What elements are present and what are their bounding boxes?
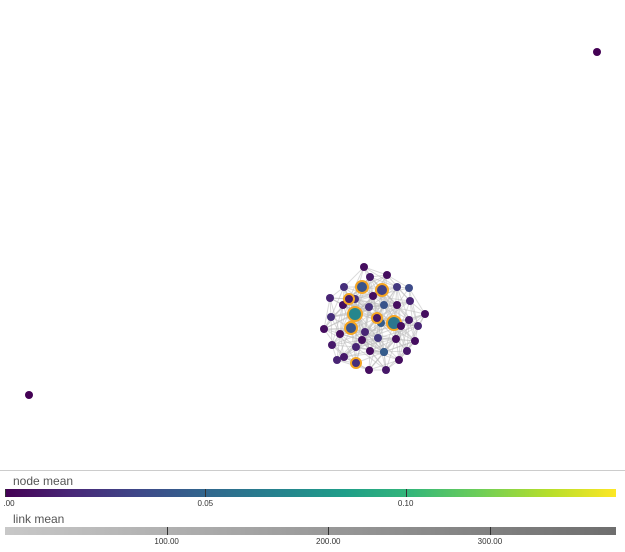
graph-node[interactable] [336,330,344,338]
graph-node[interactable] [393,283,401,291]
graph-link [386,274,410,289]
graph-node[interactable] [371,312,383,324]
graph-node[interactable] [380,348,388,356]
graph-node[interactable] [320,325,328,333]
graph-node[interactable] [405,316,413,324]
graph-link [361,339,387,371]
graph-link [372,295,398,306]
graph-link [361,339,385,353]
graph-node[interactable] [380,301,388,309]
graph-node[interactable] [411,337,419,345]
graph-node[interactable] [414,322,422,330]
scale-tick [166,527,168,535]
link-legend-title: link mean [13,512,65,526]
scale-tick-label: 0.10 [397,499,414,508]
graph-node[interactable] [374,334,382,342]
graph-link [398,325,402,361]
scale-tick-label: 200.00 [316,537,341,546]
graph-node[interactable] [358,336,366,344]
graph-node[interactable] [343,293,355,305]
graph-link [408,287,426,315]
graph-node[interactable] [369,292,377,300]
graph-node[interactable] [403,347,411,355]
graph-link [339,298,350,335]
graph-link [372,295,411,302]
graph-node[interactable] [326,294,334,302]
graph-node[interactable] [360,263,368,271]
graph-link [368,359,400,371]
scale-tick [405,489,407,497]
scale-tick-label: 100.00 [154,537,179,546]
graph-link [383,304,426,315]
graph-node[interactable] [375,283,389,297]
graph-node[interactable] [397,322,405,330]
graph-node[interactable] [340,283,348,291]
graph-node[interactable] [327,313,335,321]
graph-node[interactable] [382,366,390,374]
graph-node[interactable] [328,341,336,349]
scale-tick [328,527,330,535]
graph-node[interactable] [361,328,369,336]
network-graph[interactable] [0,0,625,470]
graph-node[interactable] [365,303,373,311]
node-legend-title: node mean [13,474,74,488]
graph-node[interactable] [25,391,33,399]
graph-link [400,325,408,352]
graph-link [343,266,365,288]
graph-nodes[interactable] [25,48,601,399]
graph-node[interactable] [352,343,360,351]
graph-link [364,295,374,333]
graph-node[interactable] [405,284,413,292]
graph-link [355,338,397,348]
graph-node[interactable] [393,301,401,309]
scale-tick-label: 300.00 [477,537,503,546]
graph-link [331,331,366,346]
graph-node[interactable] [355,280,369,294]
graph-link [331,344,357,348]
scale-tick-label: 0.05 [197,499,214,508]
legend: node mean .00 0.05 0.10 link mean 100.00 20… [0,470,625,552]
graph-node[interactable] [395,356,403,364]
graph-node[interactable] [340,353,348,361]
graph-link [336,333,341,361]
scale-tick [489,527,491,535]
graph-link [331,339,363,346]
graph-link [408,287,419,327]
graph-node[interactable] [344,321,358,335]
scale-tick-label: .00 [3,499,15,508]
graph-node[interactable] [350,357,362,369]
graph-node[interactable] [366,273,374,281]
graph-node[interactable] [406,297,414,305]
graph-link [385,340,416,371]
graph-node[interactable] [366,347,374,355]
graph-node[interactable] [365,366,373,374]
graph-node[interactable] [392,335,400,343]
graph-link [331,304,344,346]
graph-link [376,300,411,319]
graph-node[interactable] [421,310,429,318]
graph-node[interactable] [347,306,363,322]
scale-tick [205,489,207,497]
graph-node[interactable] [593,48,601,56]
graph-link [363,266,388,276]
graph-link [363,266,398,288]
graph-node[interactable] [333,356,341,364]
graph-link [343,351,385,358]
node-color-scale [5,489,616,497]
graph-node[interactable] [383,271,391,279]
graph-link [323,297,331,330]
scale-tick [5,489,6,497]
graph-link [406,313,426,352]
link-color-scale [5,527,616,535]
graph-link [385,338,397,371]
